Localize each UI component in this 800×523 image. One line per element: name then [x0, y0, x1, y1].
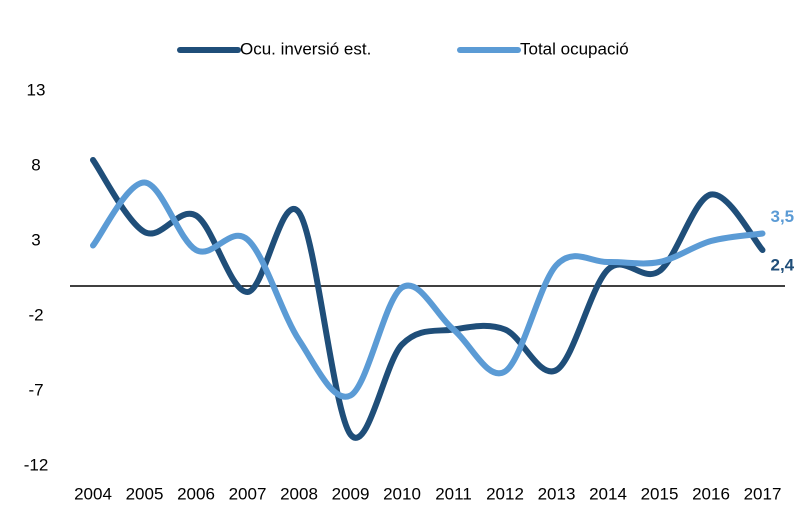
x-tick-label: 2013 — [538, 484, 576, 503]
x-tick-label: 2006 — [177, 484, 215, 503]
x-tick-label: 2016 — [692, 484, 730, 503]
legend-label: Total ocupació — [520, 39, 629, 58]
x-tick-label: 2005 — [126, 484, 164, 503]
x-tick-label: 2009 — [332, 484, 370, 503]
x-tick-label: 2014 — [589, 484, 627, 503]
y-tick-label: 8 — [31, 155, 40, 174]
x-tick-label: 2008 — [280, 484, 318, 503]
legend-label: Ocu. inversió est. — [240, 39, 371, 58]
x-tick-label: 2010 — [383, 484, 421, 503]
data-label: 3,5 — [771, 207, 795, 226]
y-tick-label: 3 — [31, 230, 40, 249]
y-tick-label: -7 — [28, 380, 43, 399]
series-line — [90, 157, 766, 441]
x-tick-label: 2011 — [435, 484, 472, 503]
x-tick-label: 2004 — [74, 484, 112, 503]
x-tick-label: 2007 — [229, 484, 267, 503]
x-tick-label: 2012 — [486, 484, 524, 503]
y-tick-label: -2 — [28, 305, 43, 324]
data-label: 2,4 — [771, 255, 795, 274]
y-tick-label: -12 — [24, 455, 49, 474]
x-tick-label: 2017 — [744, 484, 782, 503]
y-tick-label: 13 — [27, 80, 46, 99]
series-line — [90, 179, 766, 400]
x-tick-label: 2015 — [641, 484, 679, 503]
